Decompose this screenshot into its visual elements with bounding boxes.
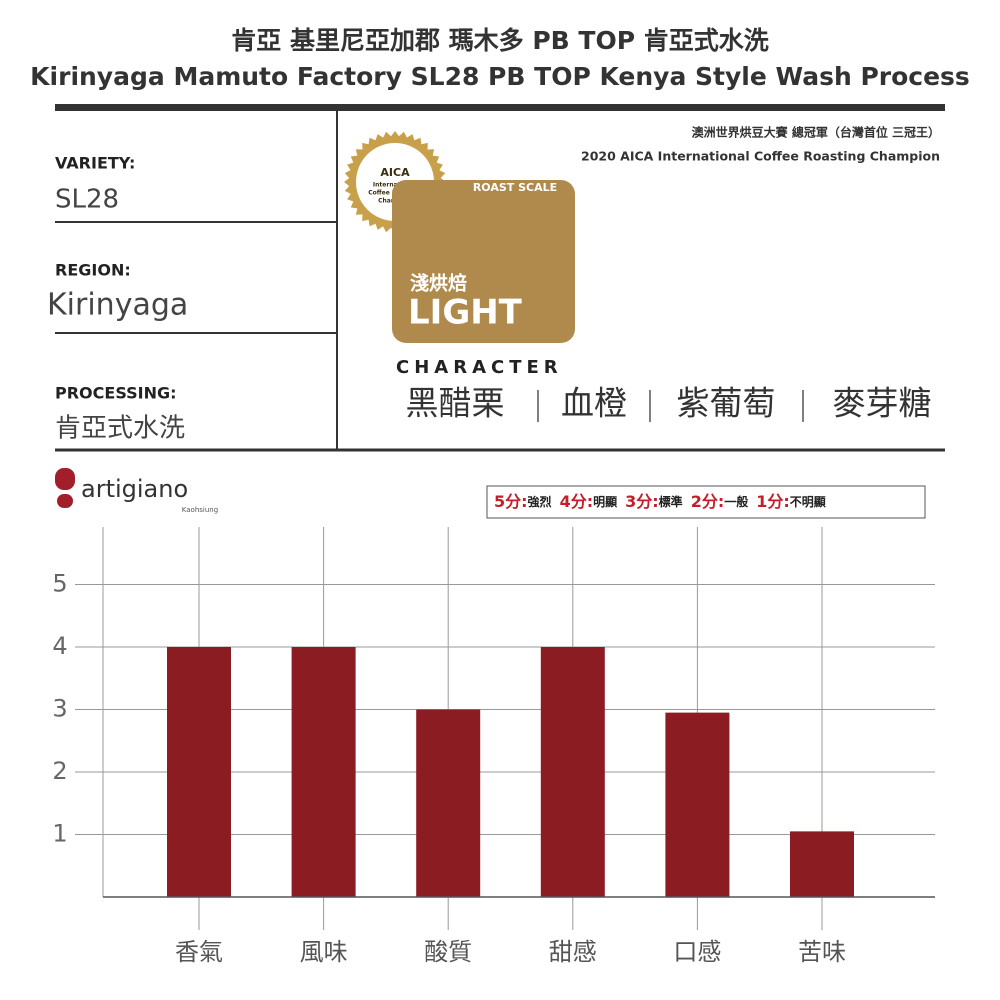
x-tick-label: 酸質 [424,938,472,966]
character-note: 紫葡萄 [677,384,776,423]
scale-desc: 不明顯 [790,495,826,509]
character-note: 血橙 [561,384,627,423]
brand-city: Kaohsiung [182,506,218,514]
scale-score: 3分: [625,492,659,511]
processing-label: PROCESSING: [55,384,177,403]
scale-desc: 明顯 [593,495,617,509]
roast-box [392,180,575,343]
award-line: 2020 AICA International Coffee Roasting … [581,149,940,164]
logo-icon [57,494,73,508]
scale-desc: 強烈 [528,494,552,509]
x-tick-label: 風味 [300,938,348,966]
x-tick-label: 苦味 [798,938,846,966]
brand-logo: artigiano Kaohsiung [55,468,218,514]
scale-legend [486,485,926,519]
bar [291,647,356,897]
region: Kirinyaga [47,288,188,323]
award-line: 澳洲世界烘豆大賽 總冠軍（台灣首位 三冠王） [692,125,940,140]
y-tick-label: 1 [52,820,67,848]
bar [540,647,605,897]
medal-line: International [373,182,417,189]
x-tick-label: 甜感 [549,938,597,966]
variety-label: VARIETY: [55,154,135,173]
character-label: CHARACTER [396,357,563,378]
logo-icon [55,468,75,490]
character-note: 麥芽糖 [833,384,932,423]
scale-score: 4分: [560,492,594,511]
roast-label: ROAST SCALE [473,181,557,194]
roast-level-zh: 淺烘焙 [410,272,467,295]
region-label: REGION: [55,261,131,280]
roast-level-en: LIGHT [408,293,523,333]
scale-desc: 標準 [659,494,683,509]
bar [167,647,231,897]
y-tick-label: 5 [52,570,67,598]
x-tick-label: 口感 [673,938,721,966]
bar [416,709,481,897]
title-en: Kirinyaga Mamuto Factory SL28 PB TOP Ken… [30,62,970,91]
header-rule [55,104,945,111]
variety: SL28 [55,185,119,215]
y-tick-label: 2 [52,757,67,785]
y-tick-label: 4 [52,632,67,660]
x-tick-label: 香氣 [175,938,223,966]
scale-score: 2分: [691,492,725,511]
title-zh: 肯亞 基里尼亞加郡 瑪木多 PB TOP 肯亞式水洗 [231,26,769,55]
medal-title: AICA [380,166,410,179]
processing: 肯亞式水洗 [55,414,185,444]
bar [790,831,854,897]
bar [665,712,730,897]
character-note: 黑醋栗 [406,384,505,423]
scale-legend-text: 5分:強烈 4分:明顯 3分:標準 2分:一般 1分:不明顯 [494,492,826,511]
scale-desc: 一般 [724,494,748,509]
y-tick-label: 3 [52,695,67,723]
scale-score: 5分: [494,492,528,511]
brand-name: artigiano [81,475,188,503]
scale-score: 1分: [756,492,790,511]
